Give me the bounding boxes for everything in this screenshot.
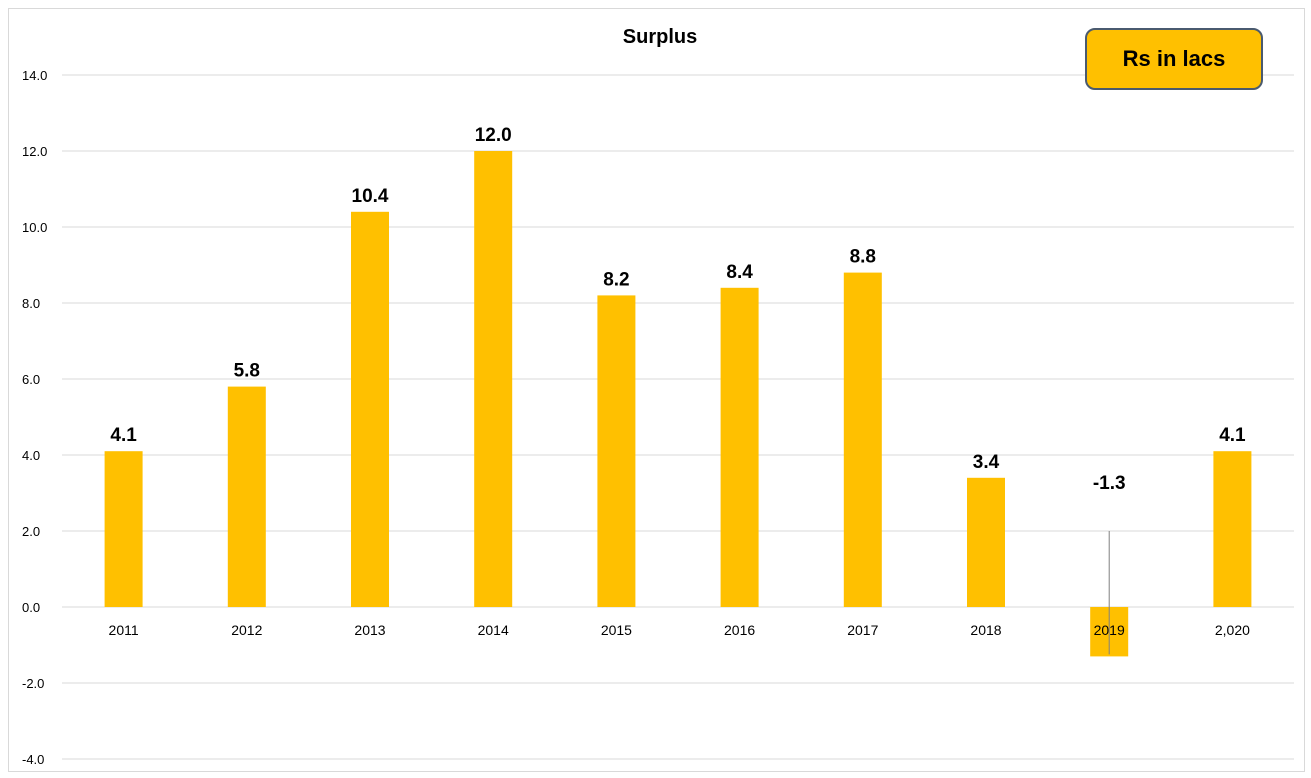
bar bbox=[843, 272, 882, 607]
x-tick-label: 2013 bbox=[354, 622, 385, 638]
y-tick-label: 0.0 bbox=[22, 600, 40, 615]
x-tick-label: 2011 bbox=[109, 622, 139, 638]
data-label: 8.8 bbox=[850, 247, 876, 268]
y-axis-tick-labels: 14.0 12.0 10.0 8.0 6.0 4.0 2.0 0.0 -2.0 -4.0 bbox=[22, 68, 47, 767]
bar bbox=[720, 287, 759, 607]
x-tick-label: 2015 bbox=[601, 622, 632, 638]
y-tick-label: 8.0 bbox=[22, 296, 40, 311]
data-label: 3.4 bbox=[973, 452, 1000, 473]
chart-frame bbox=[8, 8, 1305, 772]
data-label: 10.4 bbox=[352, 186, 389, 207]
data-label: 8.4 bbox=[726, 262, 753, 283]
bar bbox=[1213, 451, 1252, 607]
bar bbox=[227, 386, 266, 607]
data-label: 4.1 bbox=[1219, 425, 1246, 446]
bar bbox=[967, 477, 1005, 607]
data-label: 5.8 bbox=[234, 361, 260, 382]
y-tick-label: -4.0 bbox=[22, 752, 44, 767]
x-tick-label: 2012 bbox=[231, 622, 262, 638]
y-tick-label: 6.0 bbox=[22, 372, 40, 387]
bar bbox=[474, 151, 513, 607]
chart-title: Surplus bbox=[623, 26, 697, 48]
x-tick-label: 2016 bbox=[724, 622, 755, 638]
data-label: 4.1 bbox=[110, 425, 137, 446]
y-tick-label: -2.0 bbox=[22, 676, 44, 691]
bars bbox=[104, 151, 1252, 657]
y-tick-label: 2.0 bbox=[22, 524, 40, 539]
x-tick-label: 2,020 bbox=[1215, 622, 1250, 638]
y-tick-label: 12.0 bbox=[22, 144, 47, 159]
data-labels: 4.1 5.8 10.4 12.0 8.2 8.4 8.8 3.4 -1.3 4.1 bbox=[110, 125, 1246, 655]
x-axis-tick-labels: 2011 2012 2013 2014 2015 2016 2017 2018 2019 2,02… bbox=[109, 622, 1251, 638]
bar bbox=[104, 451, 143, 607]
y-tick-label: 14.0 bbox=[22, 68, 47, 83]
data-label: -1.3 bbox=[1093, 473, 1126, 494]
bar bbox=[597, 295, 636, 607]
data-label: 12.0 bbox=[475, 125, 512, 146]
y-tick-label: 4.0 bbox=[22, 448, 40, 463]
y-tick-label: 10.0 bbox=[22, 220, 47, 235]
x-tick-label: 2014 bbox=[478, 622, 509, 638]
data-label: 8.2 bbox=[603, 269, 629, 290]
x-tick-label: 2017 bbox=[847, 622, 878, 638]
x-tick-label: 2018 bbox=[970, 622, 1001, 638]
unit-badge: Rs in lacs bbox=[1085, 28, 1263, 90]
bar bbox=[351, 211, 389, 608]
